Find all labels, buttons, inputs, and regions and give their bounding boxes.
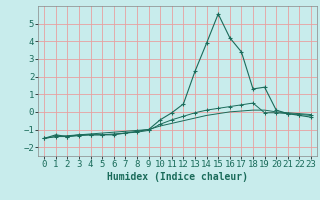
X-axis label: Humidex (Indice chaleur): Humidex (Indice chaleur) <box>107 172 248 182</box>
